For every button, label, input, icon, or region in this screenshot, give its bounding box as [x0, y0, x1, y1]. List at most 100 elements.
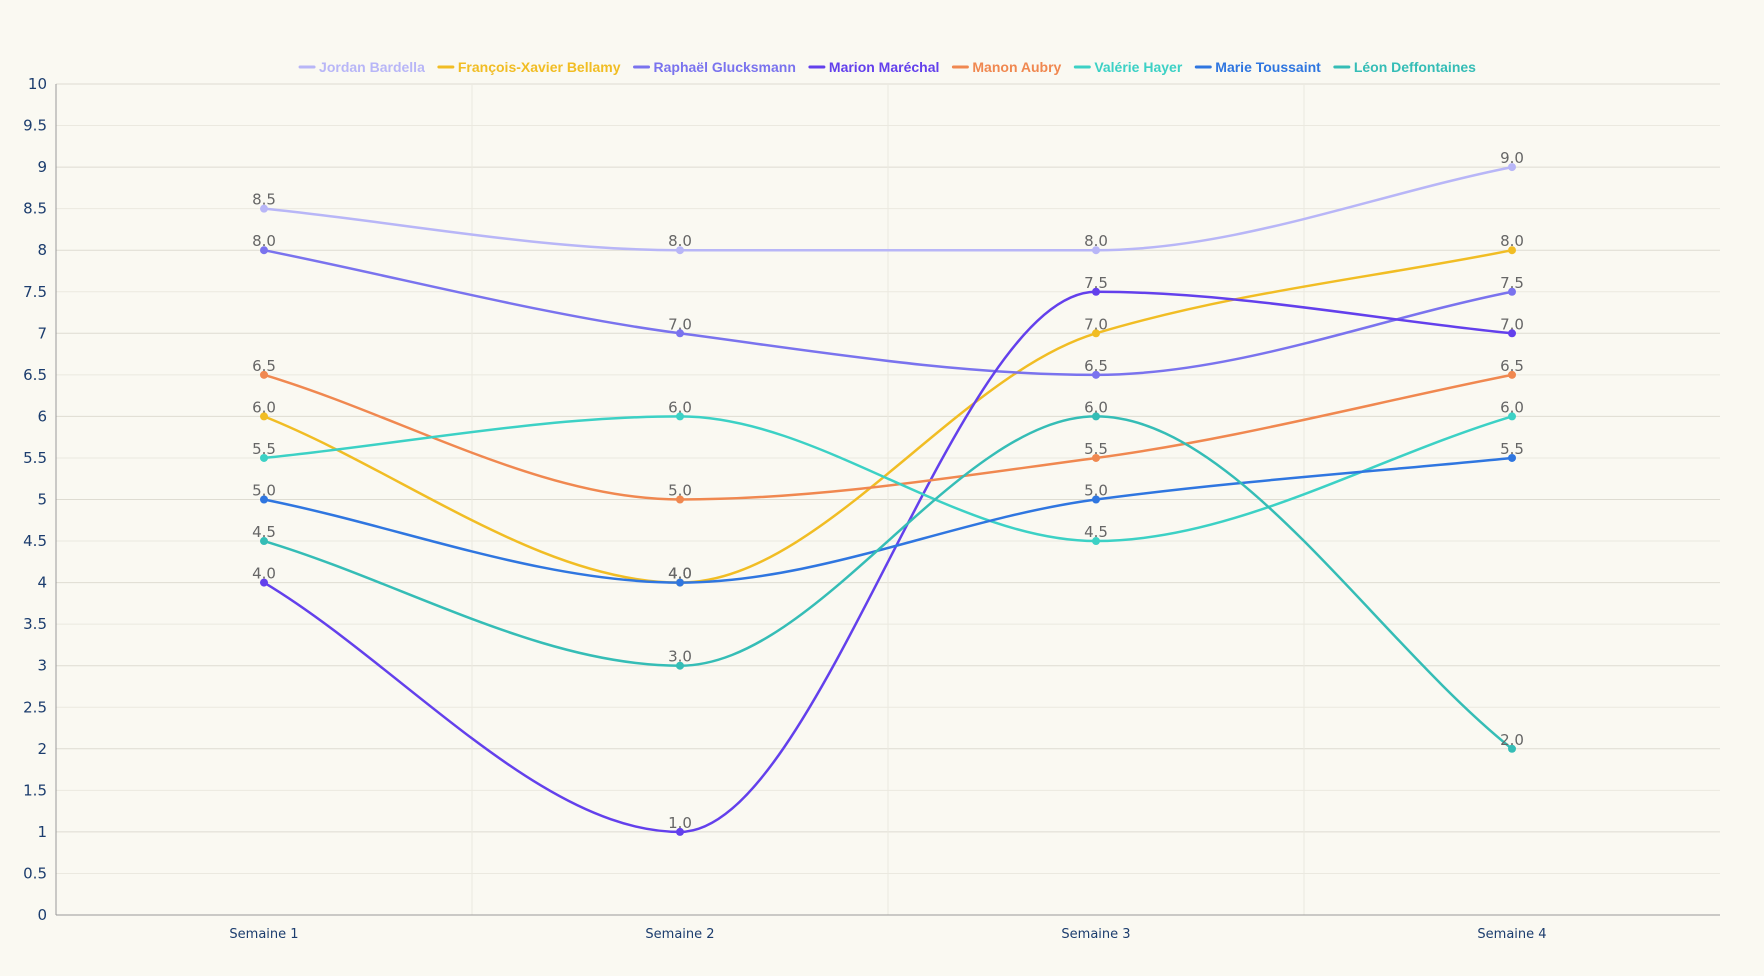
y-tick-label: 6.5: [23, 366, 47, 384]
data-label: 6.5: [1500, 357, 1524, 375]
legend-item[interactable]: Marion Maréchal: [808, 59, 939, 75]
axes: [55, 84, 1720, 916]
legend-item[interactable]: Marie Toussaint: [1194, 59, 1321, 75]
legend-label: Manon Aubry: [972, 59, 1061, 75]
y-tick-label: 7: [37, 324, 47, 342]
legend[interactable]: Jordan Bardella François-Xavier Bellamy Ra…: [298, 59, 1476, 75]
series-line[interactable]: [262, 415, 1514, 751]
data-point[interactable]: [1508, 163, 1516, 172]
series-line[interactable]: [262, 290, 1514, 834]
y-tick-label: 6: [37, 407, 47, 425]
data-label: 5.0: [252, 482, 276, 500]
y-tick-label: 4: [37, 574, 47, 592]
data-label: 5.0: [1084, 482, 1108, 500]
series-points: [260, 163, 1516, 836]
data-point[interactable]: [1092, 246, 1100, 255]
data-label: 4.5: [252, 523, 276, 541]
data-point[interactable]: [260, 495, 268, 504]
data-label: 6.0: [1084, 398, 1108, 416]
x-tick-label: Semaine 1: [229, 927, 298, 942]
data-point[interactable]: [676, 495, 684, 504]
series-line[interactable]: [262, 456, 1514, 584]
legend-item[interactable]: François-Xavier Bellamy: [437, 59, 621, 75]
data-point[interactable]: [260, 204, 268, 213]
data-label: 8.5: [252, 191, 276, 209]
series-line[interactable]: [262, 248, 1514, 377]
data-point[interactable]: [1092, 537, 1100, 546]
y-tick-label: 3: [37, 657, 47, 675]
y-tick-label: 4.5: [23, 532, 47, 550]
data-point[interactable]: [676, 661, 684, 670]
series-line[interactable]: [262, 248, 1514, 584]
y-tick-label: 9.5: [23, 117, 47, 135]
legend-label: François-Xavier Bellamy: [458, 59, 621, 75]
data-point[interactable]: [1508, 287, 1516, 296]
data-point[interactable]: [1508, 453, 1516, 462]
series-line[interactable]: [262, 165, 1514, 252]
data-label: 4.0: [668, 565, 692, 583]
data-label: 7.0: [668, 315, 692, 333]
data-label: 8.0: [1500, 232, 1524, 250]
data-point[interactable]: [1508, 412, 1516, 421]
data-label: 4.5: [1084, 523, 1108, 541]
data-label: 1.0: [668, 814, 692, 832]
y-tick-label: 0: [37, 906, 47, 924]
data-point[interactable]: [1508, 370, 1516, 379]
legend-item[interactable]: Valérie Hayer: [1073, 59, 1183, 75]
data-point[interactable]: [1092, 453, 1100, 462]
legend-label: Jordan Bardella: [319, 59, 425, 75]
data-point[interactable]: [1508, 246, 1516, 255]
y-tick-label: 1.5: [23, 781, 47, 799]
legend-item[interactable]: Manon Aubry: [951, 59, 1062, 75]
data-point[interactable]: [260, 246, 268, 255]
data-label: 5.5: [1500, 440, 1524, 458]
data-point[interactable]: [1508, 329, 1516, 338]
data-label: 6.0: [668, 398, 692, 416]
x-tick-label: Semaine 3: [1061, 927, 1130, 942]
legend-label: Marie Toussaint: [1215, 59, 1321, 75]
x-tick-label: Semaine 2: [645, 927, 714, 942]
data-point[interactable]: [1092, 412, 1100, 421]
data-point[interactable]: [1092, 495, 1100, 504]
data-point[interactable]: [260, 370, 268, 379]
x-axis-ticks: Semaine 1 Semaine 2 Semaine 3 Semaine 4: [229, 927, 1546, 942]
data-point[interactable]: [260, 453, 268, 462]
data-point[interactable]: [676, 578, 684, 587]
data-point[interactable]: [676, 329, 684, 338]
data-point[interactable]: [1508, 744, 1516, 753]
data-label: 5.5: [1084, 440, 1108, 458]
y-tick-label: 1: [37, 823, 47, 841]
data-point[interactable]: [260, 412, 268, 421]
data-point[interactable]: [1092, 329, 1100, 338]
data-point[interactable]: [676, 412, 684, 421]
y-tick-label: 8: [37, 241, 47, 259]
data-label: 8.0: [252, 232, 276, 250]
data-point[interactable]: [260, 537, 268, 546]
data-label: 7.0: [1084, 315, 1108, 333]
data-point[interactable]: [1092, 370, 1100, 379]
data-point[interactable]: [676, 827, 684, 836]
data-label: 7.5: [1500, 274, 1524, 292]
series-line[interactable]: [262, 415, 1514, 543]
data-label: 7.5: [1084, 274, 1108, 292]
data-point[interactable]: [1092, 287, 1100, 296]
legend-item[interactable]: Raphaël Glucksmann: [633, 59, 796, 75]
legend-item[interactable]: Léon Deffontaines: [1333, 59, 1476, 75]
data-label: 5.5: [252, 440, 276, 458]
series-line[interactable]: [262, 373, 1514, 501]
y-axis-ticks: 0 0.5 1 1.5 2 2.5 3 3.5 4 4.5 5 5.5 6 6.5 7 7.5 8 8.5 9 9.5…: [23, 75, 47, 924]
data-label: 4.0: [668, 565, 692, 583]
data-label: 2.0: [1500, 731, 1524, 749]
legend-item[interactable]: Jordan Bardella: [298, 59, 425, 75]
series-lines: [262, 165, 1514, 834]
y-tick-label: 8.5: [23, 200, 47, 218]
y-tick-label: 5: [37, 491, 47, 509]
data-label: 3.0: [668, 648, 692, 666]
y-tick-label: 10: [28, 75, 47, 93]
data-point[interactable]: [676, 246, 684, 255]
data-point[interactable]: [260, 578, 268, 587]
legend-label: Valérie Hayer: [1094, 59, 1183, 75]
data-label: 6.0: [1500, 398, 1524, 416]
